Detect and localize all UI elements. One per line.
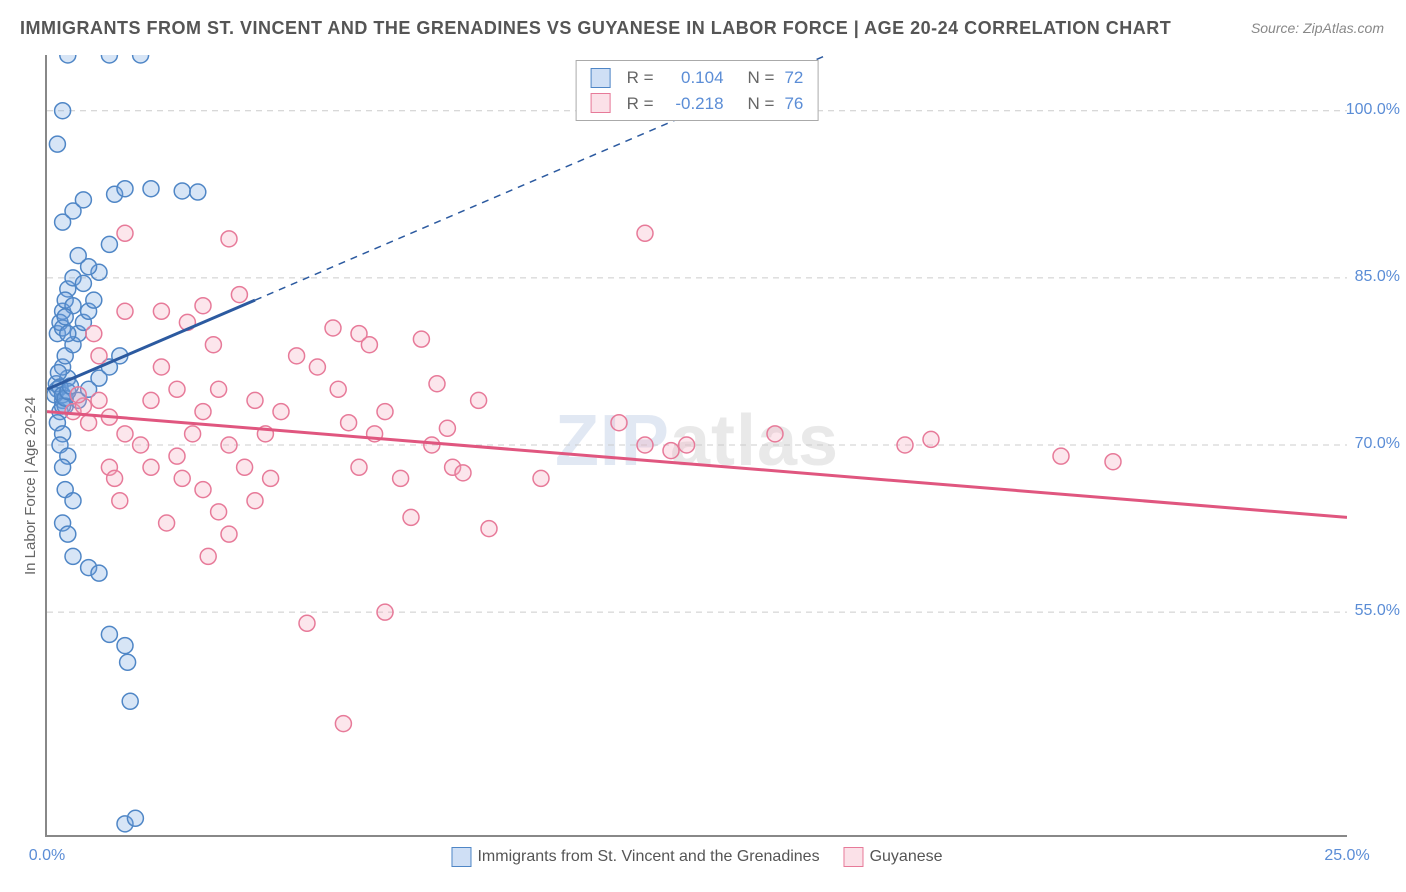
swatch-series-a <box>591 68 611 88</box>
y-tick-label: 70.0% <box>1355 435 1400 453</box>
x-tick-label: 25.0% <box>1324 847 1369 865</box>
n-label: N = <box>748 65 775 91</box>
scatter-svg <box>47 55 1347 835</box>
legend-swatch-b <box>844 847 864 867</box>
legend-item-a: Immigrants from St. Vincent and the Gren… <box>451 847 819 867</box>
n-label: N = <box>748 91 775 117</box>
legend-bottom: Immigrants from St. Vincent and the Gren… <box>451 847 942 867</box>
plot-area: ZIPatlas R = 0.104 N = 72 R = -0.218 N =… <box>45 55 1347 837</box>
stats-row-series-a: R = 0.104 N = 72 <box>591 65 804 91</box>
stats-row-series-b: R = -0.218 N = 76 <box>591 91 804 117</box>
source-attribution: Source: ZipAtlas.com <box>1251 20 1384 36</box>
legend-swatch-a <box>451 847 471 867</box>
legend-item-b: Guyanese <box>844 847 943 867</box>
y-tick-label: 100.0% <box>1346 101 1400 119</box>
n-value-a: 72 <box>784 65 803 91</box>
r-value-b: -0.218 <box>664 91 724 117</box>
chart-title: IMMIGRANTS FROM ST. VINCENT AND THE GREN… <box>20 18 1171 39</box>
y-tick-label: 55.0% <box>1355 602 1400 620</box>
stats-legend-box: R = 0.104 N = 72 R = -0.218 N = 76 <box>576 60 819 121</box>
legend-label-a: Immigrants from St. Vincent and the Gren… <box>477 848 819 865</box>
r-label: R = <box>627 91 654 117</box>
y-axis-container: In Labor Force | Age 20-24 55.0%70.0%85.… <box>0 55 45 835</box>
x-tick-label: 0.0% <box>29 847 65 865</box>
swatch-series-b <box>591 93 611 113</box>
y-axis-title: In Labor Force | Age 20-24 <box>22 397 39 575</box>
r-value-a: 0.104 <box>664 65 724 91</box>
y-tick-label: 85.0% <box>1355 268 1400 286</box>
r-label: R = <box>627 65 654 91</box>
n-value-b: 76 <box>784 91 803 117</box>
legend-label-b: Guyanese <box>870 848 943 865</box>
